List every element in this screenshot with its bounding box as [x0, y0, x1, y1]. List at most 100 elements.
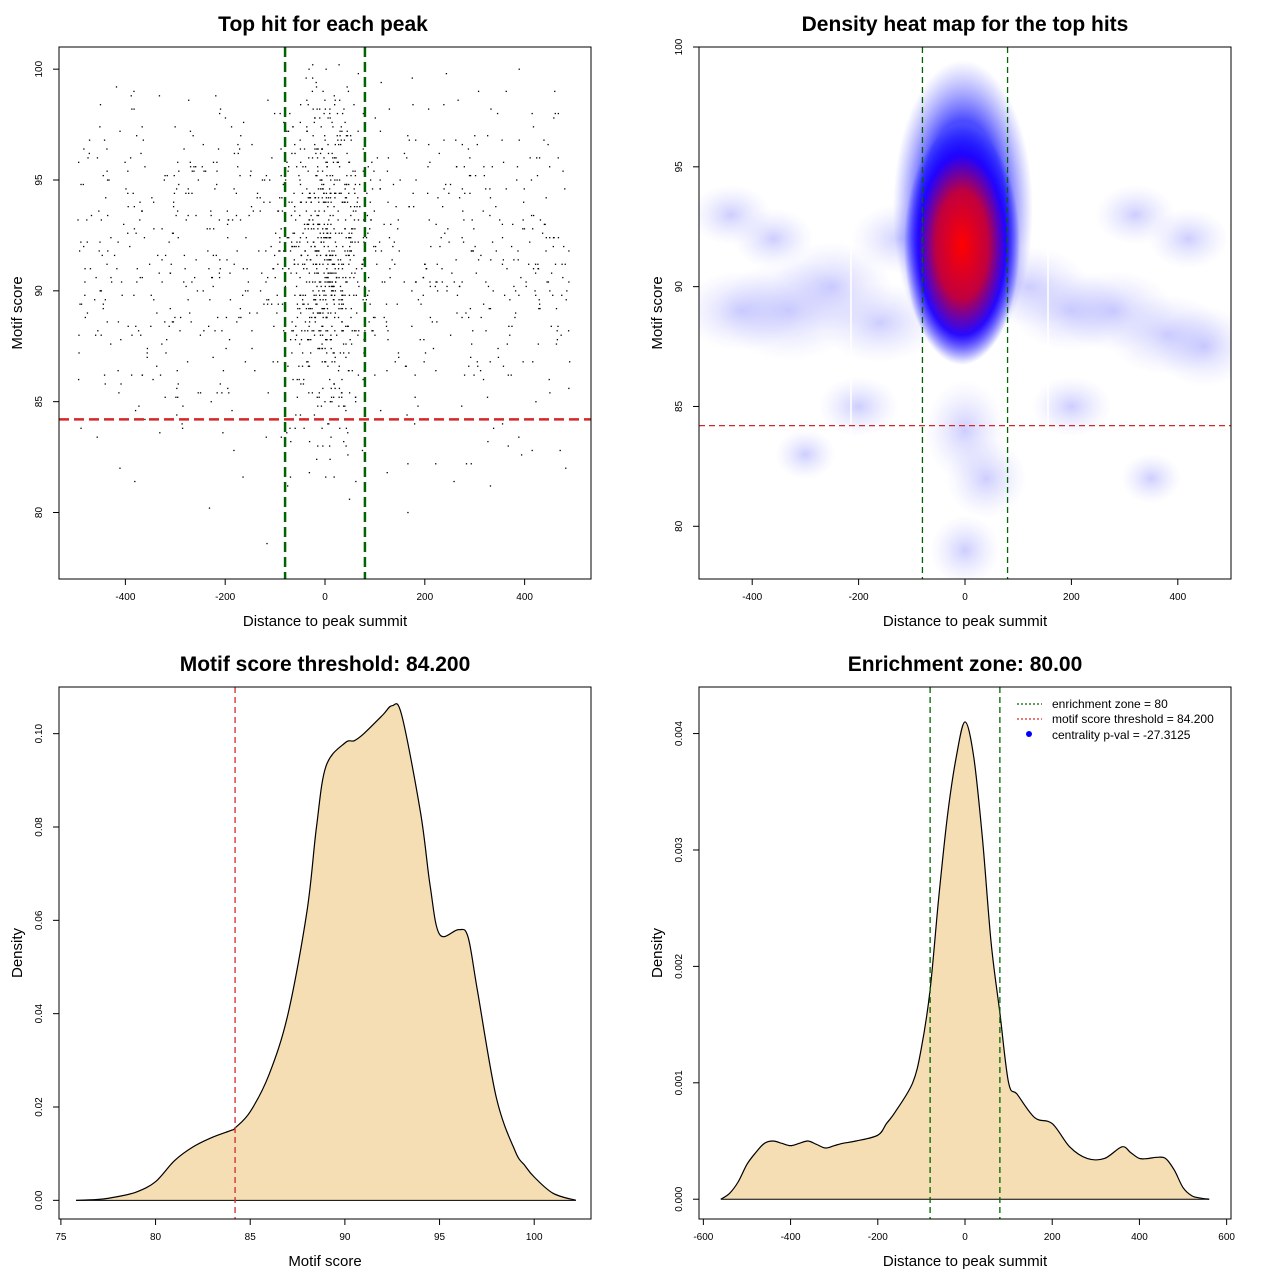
data-point: [513, 259, 515, 261]
data-point: [328, 285, 330, 288]
data-point: [346, 174, 348, 177]
data-point: [547, 281, 550, 283]
chart-title: Top hit for each peak: [218, 13, 428, 36]
data-point: [197, 179, 200, 181]
density-fill: [76, 703, 576, 1201]
data-point: [350, 214, 352, 217]
data-point: [337, 139, 339, 141]
data-point: [443, 104, 445, 106]
data-point: [218, 276, 221, 279]
data-point: [143, 237, 146, 239]
data-point: [280, 148, 282, 150]
data-point: [106, 148, 108, 150]
data-point: [233, 263, 235, 265]
data-point: [374, 250, 377, 252]
data-point: [324, 361, 326, 363]
data-point: [191, 170, 193, 172]
data-point: [474, 245, 476, 248]
data-point: [395, 206, 397, 208]
data-point: [177, 396, 179, 398]
data-point: [506, 268, 508, 270]
data-point: [307, 330, 309, 332]
data-point: [307, 365, 310, 367]
data-point: [538, 303, 541, 305]
data-point: [318, 290, 320, 292]
data-point: [316, 272, 318, 274]
data-point: [252, 210, 254, 212]
data-point: [293, 192, 295, 194]
data-point: [213, 228, 215, 230]
data-point: [166, 174, 168, 177]
data-point: [317, 228, 319, 230]
data-point: [356, 206, 358, 208]
data-point: [196, 290, 199, 292]
data-point: [567, 330, 570, 332]
data-point: [331, 250, 333, 252]
data-point: [319, 294, 321, 296]
data-point: [327, 152, 330, 155]
data-point: [202, 290, 204, 292]
data-point: [354, 241, 356, 243]
data-point: [173, 174, 175, 177]
data-point: [317, 347, 319, 350]
data-point: [439, 245, 441, 248]
data-point: [357, 241, 359, 243]
data-point: [280, 436, 283, 438]
data-point: [408, 139, 410, 141]
data-point: [102, 174, 104, 177]
data-point: [415, 281, 417, 283]
legend-swatch-pval: [1026, 731, 1032, 737]
data-point: [313, 228, 315, 230]
data-point: [101, 254, 103, 257]
legend-label: centrality p-val = -27.3125: [1052, 728, 1191, 742]
data-point: [346, 135, 349, 137]
data-point: [314, 316, 316, 319]
data-point: [227, 219, 230, 221]
data-point: [106, 263, 108, 265]
data-point: [331, 263, 334, 265]
data-point: [226, 210, 228, 212]
data-point: [347, 454, 349, 456]
data-point: [312, 135, 314, 137]
data-point: [369, 303, 371, 305]
data-point: [422, 276, 424, 279]
data-point: [299, 104, 302, 106]
data-point: [115, 86, 118, 88]
data-point: [89, 268, 92, 270]
data-point: [318, 223, 320, 226]
data-point: [99, 126, 101, 128]
data-point: [195, 214, 197, 217]
data-point: [99, 104, 102, 106]
data-point: [428, 219, 430, 221]
data-point: [462, 241, 465, 243]
data-point: [219, 112, 221, 115]
data-point: [334, 312, 337, 314]
data-point: [164, 396, 166, 398]
data-point: [298, 378, 300, 381]
data-point: [299, 139, 301, 141]
data-point: [307, 170, 309, 172]
data-point: [507, 445, 509, 447]
data-point: [351, 370, 353, 372]
data-point: [362, 259, 365, 261]
data-point: [156, 312, 158, 314]
data-point: [322, 201, 325, 203]
data-point: [135, 325, 137, 327]
data-point: [329, 237, 332, 239]
data-point: [505, 90, 507, 93]
data-point: [367, 276, 370, 279]
data-point: [311, 77, 314, 79]
data-point: [372, 316, 375, 319]
data-point: [308, 472, 311, 474]
data-point: [412, 192, 414, 194]
data-point: [381, 281, 383, 283]
data-point: [193, 166, 195, 168]
data-point: [465, 463, 468, 465]
data-point: [321, 325, 323, 327]
data-point: [304, 263, 306, 265]
data-point: [327, 206, 329, 208]
data-point: [345, 325, 347, 327]
data-point: [501, 423, 504, 425]
data-point: [331, 401, 333, 403]
data-point: [288, 237, 290, 239]
